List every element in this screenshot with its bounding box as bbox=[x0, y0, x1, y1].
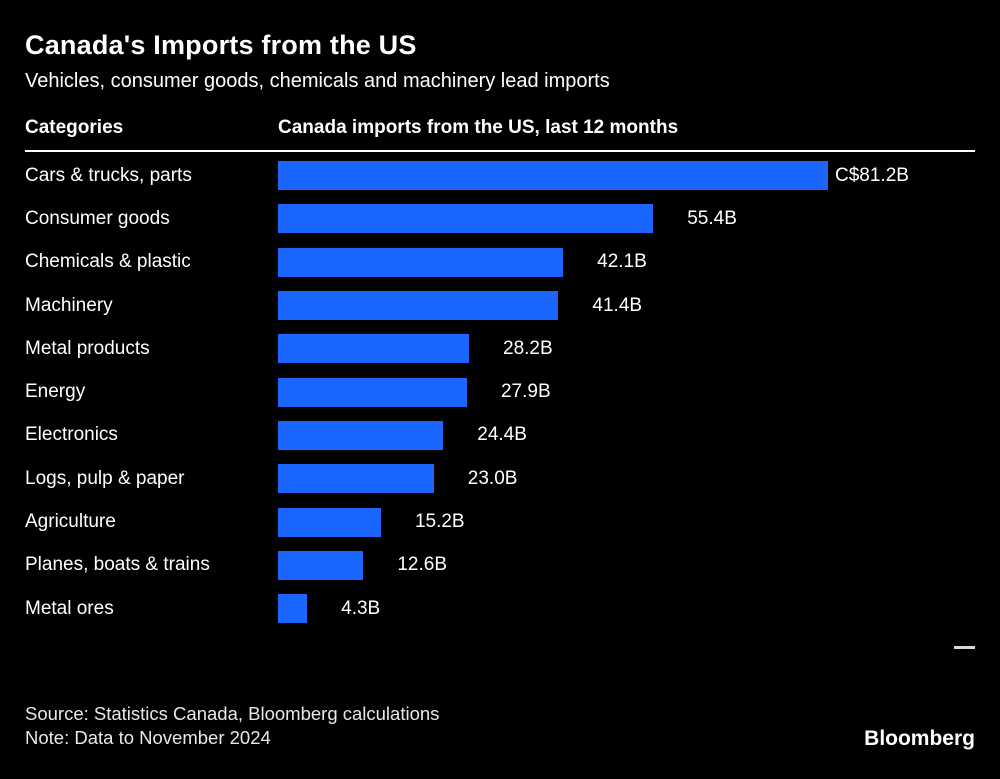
bar bbox=[278, 247, 564, 277]
chart-row: Chemicals & plastic 42.1B bbox=[25, 241, 975, 284]
category-label: Chemicals & plastic bbox=[25, 251, 191, 273]
category-label: Planes, boats & trains bbox=[25, 554, 210, 576]
header-divider bbox=[25, 150, 975, 152]
chart-row: Planes, boats & trains 12.6B bbox=[25, 544, 975, 587]
chart-row: Energy 27.9B bbox=[25, 370, 975, 413]
chart-title: Canada's Imports from the US bbox=[25, 30, 417, 60]
category-label: Logs, pulp & paper bbox=[25, 467, 185, 489]
bar bbox=[278, 161, 828, 191]
source-note-block: Source: Statistics Canada, Bloomberg cal… bbox=[25, 702, 439, 751]
note-text: Note: Data to November 2024 bbox=[25, 727, 271, 749]
value-label: 42.1B bbox=[597, 251, 647, 273]
bar bbox=[278, 334, 469, 364]
value-label: 28.2B bbox=[503, 337, 553, 359]
chart-footer: Source: Statistics Canada, Bloomberg cal… bbox=[25, 702, 975, 751]
bar bbox=[278, 594, 308, 624]
bar bbox=[278, 507, 381, 537]
category-label: Agriculture bbox=[25, 511, 116, 533]
bar bbox=[278, 420, 444, 450]
chart-row: Cars & trucks, parts C$81.2B bbox=[25, 154, 975, 197]
bar bbox=[278, 204, 654, 234]
value-label: C$81.2B bbox=[835, 164, 909, 186]
value-label: 4.3B bbox=[341, 597, 381, 619]
bar bbox=[278, 291, 559, 321]
values-column-header: Canada imports from the US, last 12 mont… bbox=[278, 117, 679, 138]
chart-row: Consumer goods 55.4B bbox=[25, 197, 975, 240]
category-label: Metal ores bbox=[25, 597, 114, 619]
category-label: Metal products bbox=[25, 337, 150, 359]
chart-subtitle: Vehicles, consumer goods, chemicals and … bbox=[25, 70, 610, 92]
end-dash bbox=[954, 646, 975, 649]
column-headers: Categories Canada imports from the US, l… bbox=[0, 117, 1000, 139]
value-label: 12.6B bbox=[397, 554, 447, 576]
value-label: 27.9B bbox=[500, 381, 551, 403]
categories-column-header: Categories bbox=[25, 117, 124, 138]
category-label: Machinery bbox=[25, 294, 113, 316]
bar-chart: Cars & trucks, parts C$81.2B Consumer good… bbox=[0, 152, 1000, 630]
chart-header: Canada's Imports from the US Vehicles, c… bbox=[0, 0, 1000, 93]
category-label: Energy bbox=[25, 381, 86, 403]
chart-row: Logs, pulp & paper 23.0B bbox=[25, 457, 975, 500]
chart-row: Electronics 24.4B bbox=[25, 414, 975, 457]
value-label: 23.0B bbox=[467, 467, 518, 489]
category-label: Electronics bbox=[25, 424, 118, 446]
chart-row: Metal products 28.2B bbox=[25, 327, 975, 370]
source-text: Source: Statistics Canada, Bloomberg cal… bbox=[25, 702, 440, 724]
bloomberg-logo: Bloomberg bbox=[864, 727, 975, 750]
bar bbox=[278, 464, 434, 494]
bar bbox=[278, 377, 467, 407]
chart-row: Agriculture 15.2B bbox=[25, 500, 975, 543]
value-label: 55.4B bbox=[687, 207, 737, 229]
value-label: 41.4B bbox=[592, 294, 643, 316]
bar bbox=[278, 550, 364, 580]
value-label: 24.4B bbox=[477, 424, 527, 446]
value-label: 15.2B bbox=[414, 511, 465, 533]
chart-row: Metal ores 4.3B bbox=[25, 587, 975, 630]
chart-row: Machinery 41.4B bbox=[25, 284, 975, 327]
category-label: Consumer goods bbox=[25, 207, 170, 229]
category-label: Cars & trucks, parts bbox=[25, 164, 192, 186]
